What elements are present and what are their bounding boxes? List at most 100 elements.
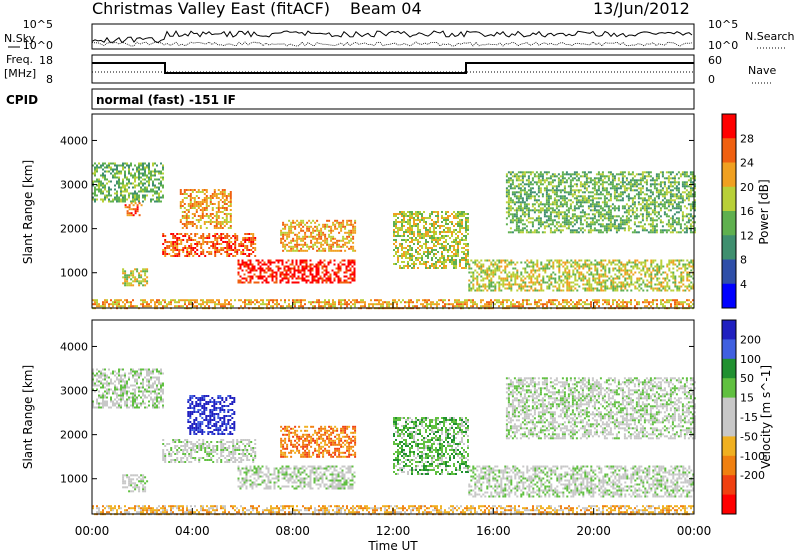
echo-cell	[281, 271, 284, 274]
echo-cell	[529, 191, 532, 194]
echo-cell	[284, 223, 287, 226]
echo-cell	[599, 197, 602, 200]
echo-cell	[202, 251, 205, 253]
echo-cell	[683, 175, 686, 178]
echo-cell	[600, 261, 603, 264]
echo-cell	[453, 215, 455, 217]
echo-cell	[615, 207, 618, 210]
echo-cell	[282, 223, 285, 226]
echo-cell	[463, 251, 465, 253]
echo-cell	[470, 271, 473, 274]
echo-cell	[247, 267, 250, 270]
echo-cell	[353, 259, 356, 262]
echo-cell	[96, 184, 98, 187]
echo-cell	[345, 281, 348, 284]
echo-cell	[549, 231, 552, 234]
echo-cell	[304, 235, 307, 238]
echo-cell	[303, 277, 306, 280]
echo-cell	[681, 201, 684, 204]
echo-cell	[441, 253, 443, 255]
echo-cell	[138, 202, 141, 205]
echo-cell	[553, 197, 556, 200]
echo-cell	[305, 263, 308, 266]
echo-cell	[538, 281, 541, 284]
echo-cell	[298, 231, 301, 234]
echo-cell	[551, 175, 554, 178]
echo-cell	[100, 180, 102, 183]
echo-cell	[190, 249, 193, 251]
echo-cell	[447, 259, 449, 261]
echo-cell	[441, 237, 443, 239]
echo-cell	[451, 241, 453, 243]
echo-cell	[206, 235, 209, 237]
echo-cell	[631, 179, 634, 182]
echo-cell	[621, 181, 624, 184]
echo-cell	[547, 217, 550, 220]
echo-cell	[683, 199, 686, 202]
echo-cell	[569, 179, 572, 182]
echo-cell	[226, 249, 229, 251]
echo-cell	[675, 217, 678, 220]
echo-cell	[631, 207, 634, 210]
echo-cell	[625, 217, 628, 220]
echo-cell	[431, 225, 433, 227]
echo-cell	[114, 162, 116, 165]
echo-cell	[443, 237, 445, 239]
echo-cell	[106, 194, 108, 197]
echo-cell	[664, 287, 667, 290]
echo-cell	[146, 268, 149, 271]
echo-cell	[561, 229, 564, 232]
echo-cell	[342, 219, 345, 222]
echo-cell	[641, 185, 644, 188]
echo-cell	[152, 182, 154, 185]
echo-cell	[255, 275, 258, 278]
echo-cell	[347, 265, 350, 268]
echo-cell	[257, 275, 260, 278]
echo-cell	[243, 277, 246, 280]
echo-cell	[223, 191, 226, 193]
echo-cell	[207, 221, 210, 223]
echo-cell	[108, 194, 110, 197]
echo-cell	[624, 271, 627, 274]
echo-cell	[154, 170, 156, 173]
echo-cell	[609, 205, 612, 208]
echo-cell	[538, 267, 541, 270]
echo-cell	[295, 277, 298, 280]
echo-cell	[221, 207, 224, 209]
echo-cell	[323, 279, 326, 282]
echo-cell	[291, 261, 294, 264]
echo-cell	[669, 231, 672, 234]
echo-cell	[557, 229, 560, 232]
echo-cell	[617, 209, 620, 212]
echo-cell	[606, 285, 609, 288]
echo-cell	[645, 175, 648, 178]
echo-cell	[673, 199, 676, 202]
echo-cell	[623, 211, 626, 214]
echo-cell	[661, 205, 664, 208]
echo-cell	[411, 233, 413, 235]
echo-cell	[573, 229, 576, 232]
echo-cell	[130, 212, 133, 215]
echo-cell	[221, 191, 224, 193]
echo-cell	[441, 225, 443, 227]
echo-cell	[655, 211, 658, 214]
echo-cell	[138, 166, 140, 169]
echo-cell	[645, 179, 648, 182]
echo-cell	[607, 209, 610, 212]
echo-cell	[252, 247, 255, 249]
echo-cell	[661, 181, 664, 184]
echo-cell	[142, 166, 144, 169]
echo-cell	[545, 221, 548, 224]
echo-cell	[291, 275, 294, 278]
echo-cell	[634, 263, 637, 266]
echo-cell	[305, 281, 308, 284]
echo-cell	[670, 289, 673, 292]
echo-cell	[154, 162, 156, 165]
echo-cell	[565, 179, 568, 182]
echo-cell	[478, 287, 481, 290]
echo-cell	[162, 251, 165, 253]
echo-cell	[549, 211, 552, 214]
echo-cell	[653, 211, 656, 214]
echo-cell	[174, 249, 177, 251]
echo-cell	[500, 261, 503, 264]
